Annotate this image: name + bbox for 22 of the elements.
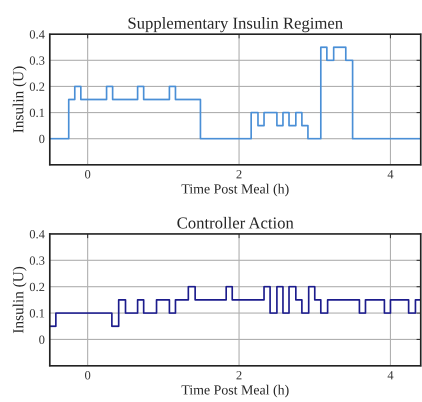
x-tick-label: 4 — [388, 170, 394, 178]
y-tick-label: 0.4 — [30, 230, 45, 238]
y-tick-label: 0.1 — [30, 108, 44, 118]
y-tick-label: 0 — [39, 134, 44, 144]
y-tick-label: 0.3 — [30, 256, 44, 265]
y-tick-label: 0.4 — [30, 30, 45, 39]
y-tick-label: 0 — [39, 335, 44, 344]
x-tick-label: 0 — [85, 371, 90, 380]
y-axis-title: Insulin (U) — [12, 66, 27, 133]
chart-title: Controller Action — [177, 216, 294, 229]
chart-title: Supplementary Insulin Regimen — [128, 17, 343, 32]
x-tick-label: 4 — [388, 371, 394, 380]
y-tick-label: 0.2 — [30, 82, 44, 91]
x-tick-label: 0 — [85, 170, 90, 178]
y-tick-label: 0.1 — [30, 309, 44, 318]
x-tick-label: 2 — [236, 170, 242, 178]
y-axis-title: Insulin (U) — [12, 266, 27, 334]
x-tick-label: 2 — [236, 371, 242, 380]
x-axis-title: Time Post Meal (h) — [182, 384, 289, 398]
x-axis-title: Time Post Meal (h) — [182, 184, 289, 196]
y-tick-label: 0.2 — [30, 282, 44, 292]
y-tick-label: 0.3 — [30, 56, 44, 65]
